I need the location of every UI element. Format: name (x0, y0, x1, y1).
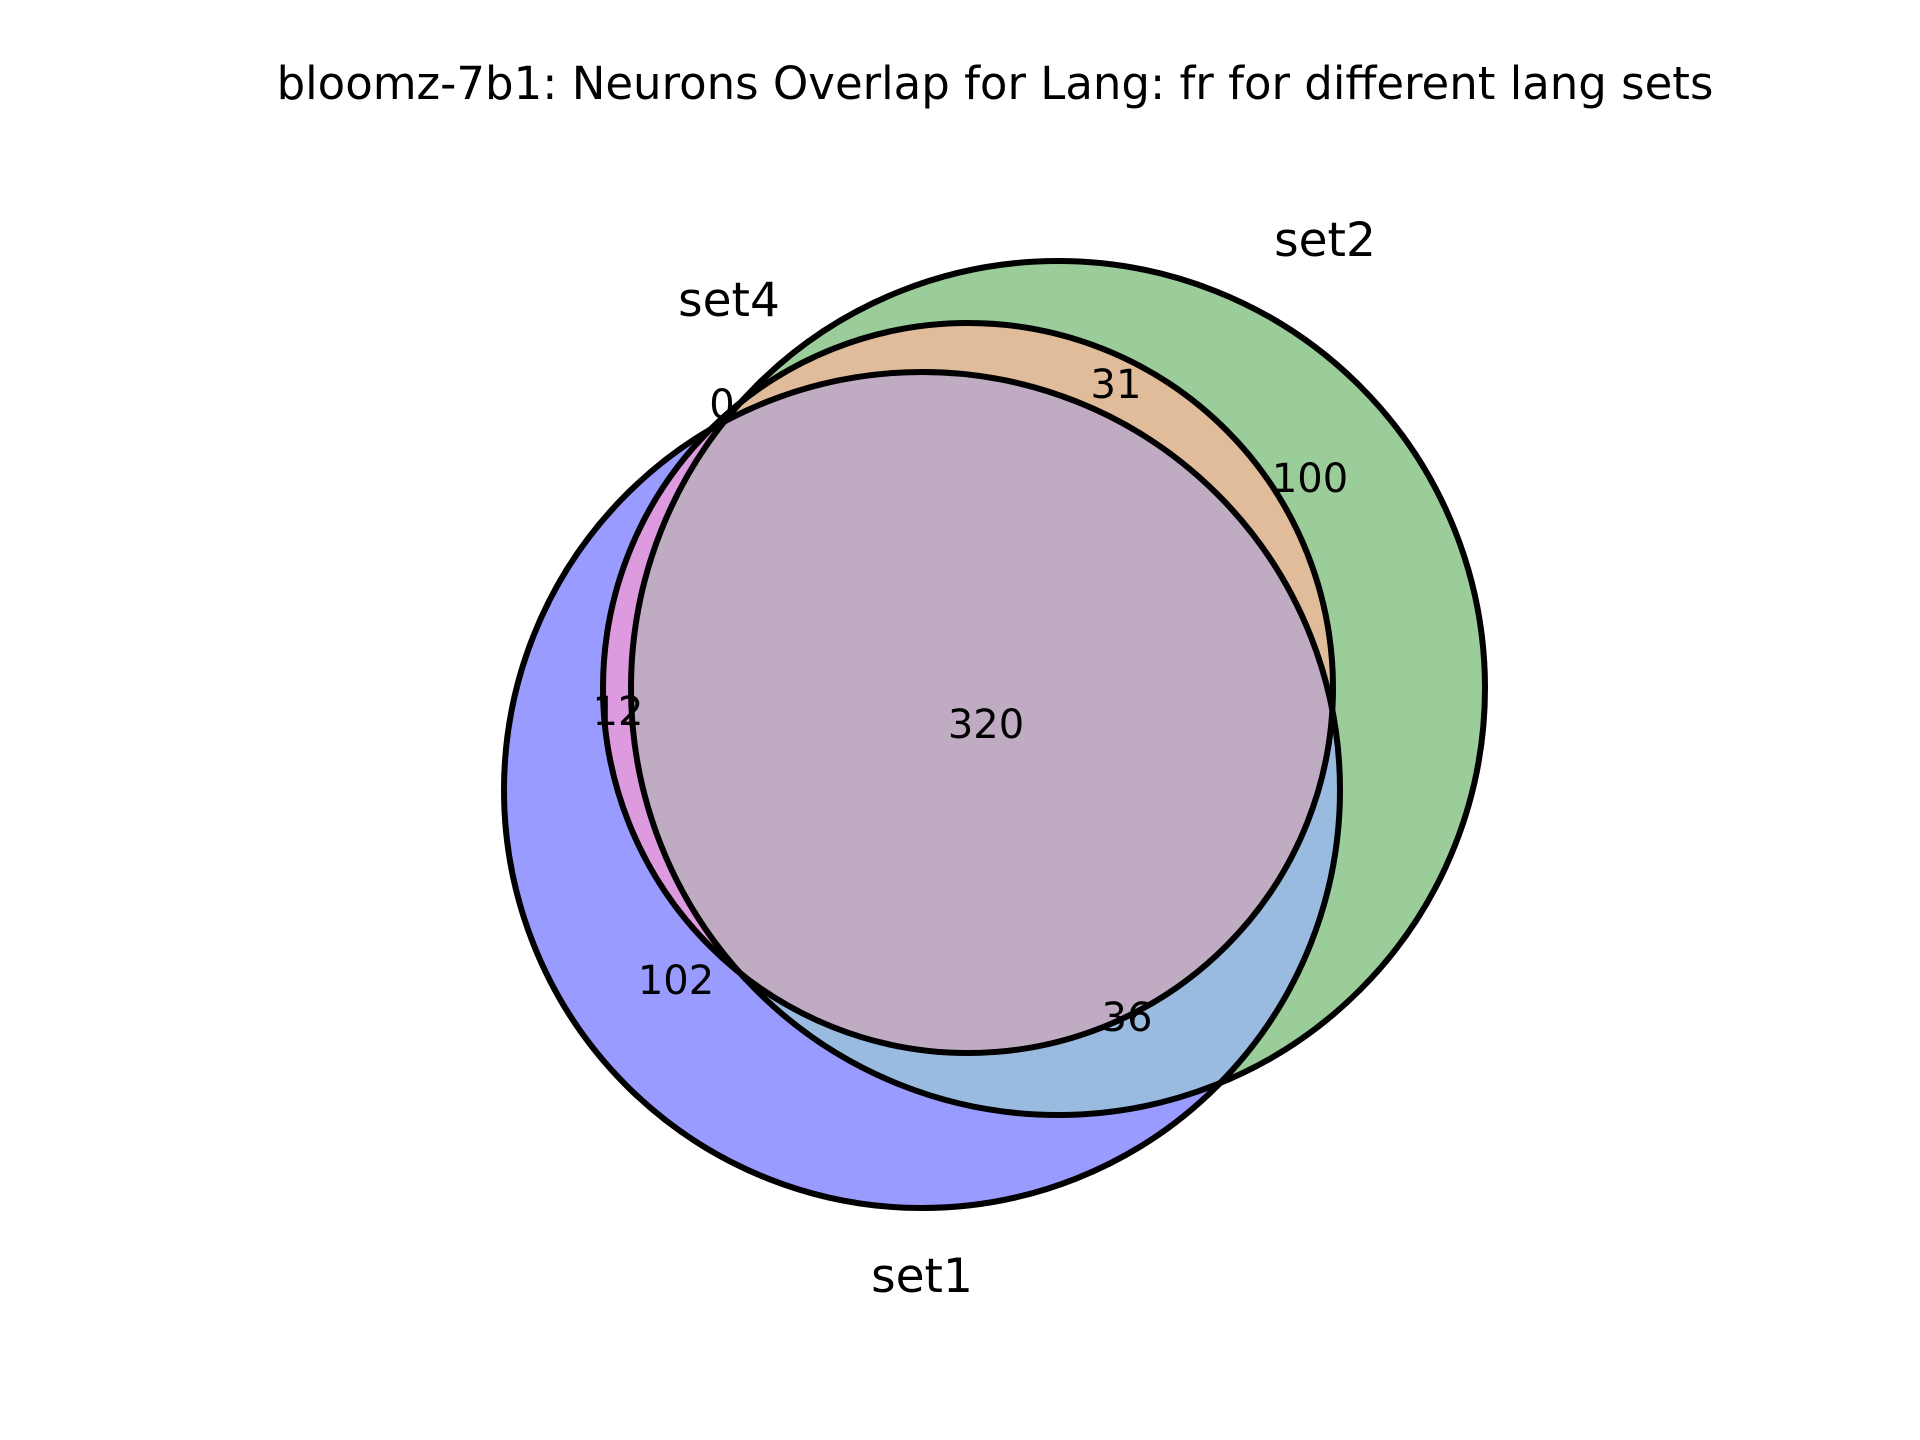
set2-outline (628, 258, 1488, 1118)
chart-title: bloomz-7b1: Neurons Overlap for Lang: fr… (277, 57, 1714, 110)
region-label-set2-only: 100 (1272, 456, 1348, 502)
region-label-set1-set2-set4: 320 (948, 702, 1024, 748)
venn-fills (504, 261, 1485, 1208)
venn-outlines (501, 258, 1488, 1211)
region-label-set1-set4: 12 (593, 689, 644, 735)
set2-label: set2 (1274, 213, 1376, 268)
set4-label: set4 (678, 273, 780, 328)
region-label-set1-set2: 36 (1102, 995, 1153, 1041)
region-label-set4-only: 0 (709, 382, 734, 428)
region-label-set1-only: 102 (638, 958, 714, 1004)
region-label-set2-set4: 31 (1091, 362, 1142, 408)
set1-label: set1 (871, 1249, 973, 1304)
set4-outline (600, 320, 1336, 1056)
set1-outline (501, 369, 1343, 1211)
